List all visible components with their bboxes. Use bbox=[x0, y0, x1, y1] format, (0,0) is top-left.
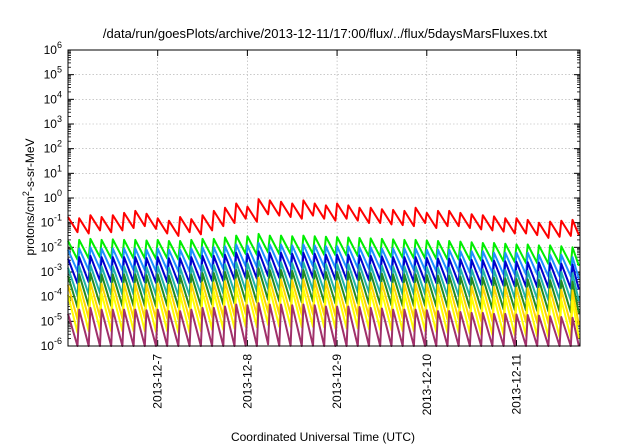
y-tick-label-base: 10 bbox=[44, 191, 58, 205]
chart-title: /data/run/goesPlots/archive/2013-12-11/1… bbox=[103, 26, 548, 41]
x-ticks: 2013-12-7 2013-12-8 2013-12-9 2013-12-10 201… bbox=[151, 50, 523, 416]
y-tick-label-exp: -4 bbox=[54, 287, 62, 297]
y-tick-label-base: 10 bbox=[41, 314, 55, 328]
y-tick-label-base: 10 bbox=[41, 265, 55, 279]
y-tick-label-exp: 6 bbox=[57, 40, 62, 50]
y-tick-label: 103 bbox=[44, 114, 62, 131]
y-tick-label: 104 bbox=[44, 89, 62, 106]
y-tick-label: 10-5 bbox=[41, 311, 62, 328]
y-tick-label-exp: -1 bbox=[54, 213, 62, 223]
svg-text:protons/cm2-s-sr-MeV: protons/cm2-s-sr-MeV bbox=[21, 138, 37, 255]
y-tick-label-exp: 1 bbox=[57, 163, 62, 173]
y-tick-label-base: 10 bbox=[41, 339, 55, 353]
y-tick-label-exp: -6 bbox=[54, 336, 62, 346]
y-tick-label: 10-2 bbox=[41, 237, 62, 254]
y-tick-label-exp: 0 bbox=[57, 188, 62, 198]
y-tick-label: 105 bbox=[44, 65, 62, 82]
y-tick-label-exp: 4 bbox=[57, 89, 62, 99]
y-tick-label-exp: 5 bbox=[57, 65, 62, 75]
y-tick-label: 101 bbox=[44, 163, 62, 180]
y-axis-label-prefix: protons/cm bbox=[23, 196, 37, 255]
y-tick-label-exp: 2 bbox=[57, 139, 62, 149]
y-tick-label-exp: -2 bbox=[54, 237, 62, 247]
y-tick-label: 106 bbox=[44, 40, 62, 57]
y-axis-label: protons/cm2-s-sr-MeV bbox=[21, 138, 37, 255]
x-tick-label: 2013-12-8 bbox=[240, 354, 254, 409]
x-tick-label: 2013-12-10 bbox=[420, 354, 434, 416]
y-tick-label-exp: -3 bbox=[54, 262, 62, 272]
y-tick-label: 10-3 bbox=[41, 262, 62, 279]
y-tick-label: 10-1 bbox=[41, 213, 62, 230]
x-tick-label: 2013-12-11 bbox=[509, 354, 523, 415]
y-tick-label-base: 10 bbox=[41, 290, 55, 304]
y-tick-label-base: 10 bbox=[44, 117, 58, 131]
x-axis-label: Coordinated Universal Time (UTC) bbox=[231, 430, 415, 444]
y-tick-label-base: 10 bbox=[44, 166, 58, 180]
series bbox=[67, 198, 580, 347]
y-tick-label-base: 10 bbox=[41, 240, 55, 254]
y-tick-label: 10-6 bbox=[41, 336, 62, 353]
y-tick-label-base: 10 bbox=[44, 43, 58, 57]
y-tick-label: 100 bbox=[44, 188, 62, 205]
y-tick-label-exp: -5 bbox=[54, 311, 62, 321]
series-line bbox=[67, 198, 580, 239]
series-line bbox=[67, 302, 580, 347]
x-tick-label: 2013-12-9 bbox=[330, 354, 344, 409]
y-tick-label-base: 10 bbox=[44, 142, 58, 156]
y-tick-label-base: 10 bbox=[44, 92, 58, 106]
y-tick-label-exp: 3 bbox=[57, 114, 62, 124]
y-tick-label-base: 10 bbox=[44, 68, 58, 82]
y-tick-label-base: 10 bbox=[41, 216, 55, 230]
y-axis-label-sup: 2 bbox=[21, 191, 31, 196]
y-tick-label: 10-4 bbox=[41, 287, 62, 304]
y-tick-label: 102 bbox=[44, 139, 62, 156]
x-tick-label: 2013-12-7 bbox=[151, 354, 165, 409]
plot-frame bbox=[67, 49, 581, 347]
y-axis-label-suffix: -s-sr-MeV bbox=[23, 138, 37, 191]
